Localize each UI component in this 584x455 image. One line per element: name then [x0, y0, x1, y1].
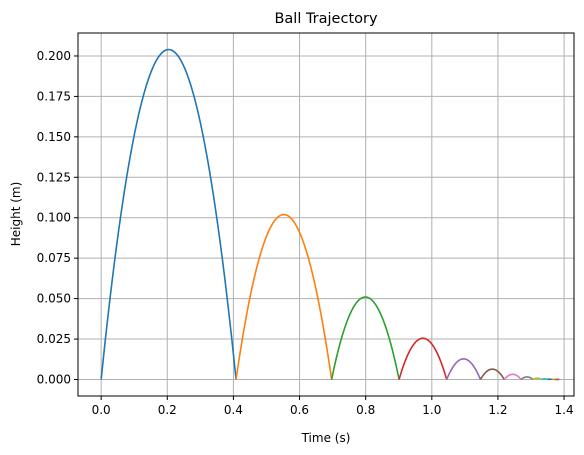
- bounce-line: [445, 358, 482, 380]
- grid-layer: [78, 33, 574, 396]
- chart-title: Ball Trajectory: [274, 11, 378, 27]
- bounce-line: [503, 373, 522, 381]
- plot-frame: [77, 32, 575, 397]
- bounce-line: [479, 368, 505, 380]
- bounce-line: [520, 376, 534, 381]
- x-tick-label: 1.2: [488, 403, 507, 417]
- series-layer: [100, 48, 561, 381]
- bounce-line: [540, 378, 549, 381]
- bounce-line: [330, 296, 400, 380]
- x-axis-label: Time (s): [301, 431, 351, 445]
- x-tick-label: 0.0: [92, 403, 111, 417]
- x-tick-label: 0.2: [158, 403, 177, 417]
- x-tick-label: 0.4: [224, 403, 243, 417]
- x-tick-label: 1.4: [555, 403, 574, 417]
- bounce-line: [235, 213, 333, 380]
- bounce-line: [398, 337, 448, 380]
- tick-layer: 0.0 0.2 0.4 0.6 0.8 1.0 1.2 1.4 0.000 0.025 0.050 0…: [37, 49, 574, 417]
- bounce-line: [532, 377, 543, 381]
- y-tick-label: 0.125: [37, 170, 71, 184]
- y-tick-label: 0.175: [37, 89, 71, 103]
- x-tick-label: 0.6: [290, 403, 309, 417]
- y-tick-label: 0.050: [37, 292, 71, 306]
- x-tick-label: 1.0: [422, 403, 441, 417]
- y-tick-label: 0.075: [37, 251, 71, 265]
- bounce-line: [100, 48, 237, 380]
- x-tick-label: 0.8: [356, 403, 375, 417]
- y-tick-label: 0.150: [37, 130, 71, 144]
- y-tick-label: 0.025: [37, 332, 71, 346]
- y-tick-label: 0.200: [37, 49, 71, 63]
- y-tick-label: 0.100: [37, 211, 71, 225]
- y-axis-label: Height (m): [9, 182, 23, 247]
- y-tick-label: 0.000: [37, 373, 71, 387]
